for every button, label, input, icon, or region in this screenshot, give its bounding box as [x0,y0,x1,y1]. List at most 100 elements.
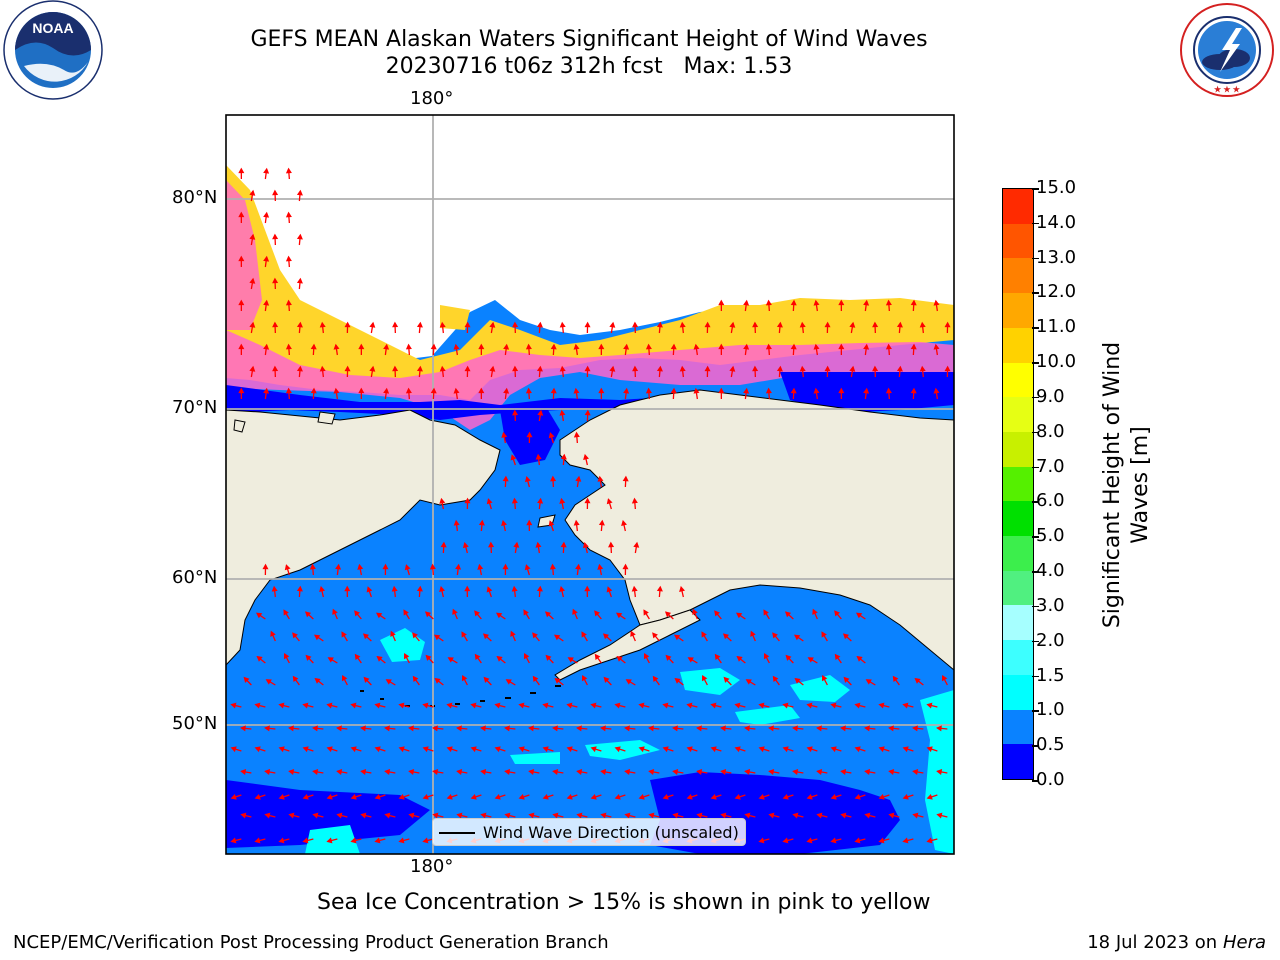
wave-arrow-head [896,365,903,372]
footer-date: 18 Jul 2023 on Hera [1087,932,1266,953]
wave-arrow-head [456,725,462,732]
wave-arrow-head [230,746,237,753]
wave-arrow-head [545,654,552,661]
wave-arrow-head [744,812,751,819]
wave-arrow-head [765,387,772,394]
wave-arrow-head [581,674,588,682]
map-gridlines [226,115,954,854]
wave-arrow-head [662,702,669,709]
wave-arrow-head [687,657,694,663]
wave-arrow-head [590,702,597,709]
wave-arrow-head [623,387,630,394]
wave-arrow-head [888,725,894,732]
wave-arrow-head [408,769,415,775]
colorbar-tick-label: 0.5 [1032,734,1065,756]
wave-arrow-head [752,365,759,372]
wave-arrow-head [643,652,650,660]
wave-arrow-head [271,585,278,592]
wave-arrow-head [422,837,429,844]
wave-arrow-head [526,519,533,526]
wave-arrow-head [336,725,342,732]
lat-label-60: 60°N [172,567,218,588]
wave-arrow-head [701,631,707,638]
wave-arrow-head [535,541,542,548]
wave-arrow-head [285,211,292,218]
wave-arrow-head [416,365,423,372]
wave-arrow-head [854,702,861,709]
wave-arrow-head [446,746,453,753]
wave-arrow-head [495,612,503,619]
colorbar-tick-label: 2.0 [1032,629,1065,651]
wave-arrow-head [645,343,652,350]
wave-arrow-head [806,837,813,844]
wave-arrow-head [456,812,463,819]
colorbar-tick-label: 9.0 [1032,385,1065,407]
wave-arrow-head [656,585,663,592]
wave-arrow-head [701,674,708,682]
colorbar-tick-label: 13.0 [1031,246,1077,268]
wave-arrow-head [648,769,655,775]
wave-arrow-head [312,769,319,775]
wave-arrow-head [314,677,321,684]
wave-arrow-head [603,676,610,683]
wave-arrow-head [855,612,863,619]
wave-arrow-head [743,387,750,394]
wave-arrow-head [447,657,454,663]
wave-arrow-head [264,769,271,775]
wave-arrow-head [439,497,446,504]
wave-arrow-head [736,655,743,662]
wave-arrow-head [429,563,436,570]
wave-arrow-head [710,746,717,753]
wave-arrow-head [723,676,730,683]
wave-arrow-head [902,837,909,844]
wave-arrow-head [501,519,507,526]
wave-arrow-head [432,812,439,819]
wave-arrow-head [910,299,917,306]
wave-arrow-head [536,365,543,372]
wave-arrow-head [439,365,446,372]
wave-arrow-head [606,498,613,505]
wave-arrow-head [792,725,798,732]
wave-arrow-head [536,585,543,592]
wave-arrow-head [254,746,261,753]
wave-arrow-head [878,746,885,753]
wave-arrow-head [341,631,347,638]
wave-arrow-head [582,542,589,549]
wave-arrow-head [453,387,460,394]
wave-arrow-head [645,387,652,394]
wave-arrow-head [696,812,703,819]
wave-arrow-head [566,746,573,753]
wave-arrow-head [518,702,525,709]
wave-arrow-head [584,585,591,592]
wave-arrow-head [878,702,885,709]
wave-arrow-head [824,365,831,372]
wave-arrow-head [790,299,797,306]
wave-arrow-head [518,746,525,753]
wave-arrow-head [743,343,750,350]
wave-arrow-head [254,793,261,800]
wave-arrow-head [590,793,597,800]
wave-arrow-head [230,702,237,709]
wave-arrow-head [344,321,351,328]
wave-arrow-head [474,610,480,617]
wave-arrow-head [576,812,583,819]
wave-arrow-head [385,679,392,685]
wave-arrow-head [470,746,477,753]
wave-arrow-head [504,725,510,732]
wave-arrow-head [344,365,351,372]
wave-arrow-head [790,343,797,350]
wave-arrow-head [336,769,343,775]
wave-arrow-head [692,608,698,615]
ice-pink-west [226,180,262,330]
wave-arrow-head [302,746,309,753]
colorbar-tick-label: 6.0 [1032,490,1065,512]
wave-arrow-head [926,702,933,709]
wave-arrow-head [840,769,847,775]
wave-arrow-head [792,769,799,775]
wave-arrow-head [512,321,519,328]
wave-arrow-head [672,725,678,732]
wave-arrow-head [806,702,813,709]
wave-arrow-head [714,653,721,661]
wave-arrow-head [494,702,501,709]
wave-arrow-head [926,837,933,844]
